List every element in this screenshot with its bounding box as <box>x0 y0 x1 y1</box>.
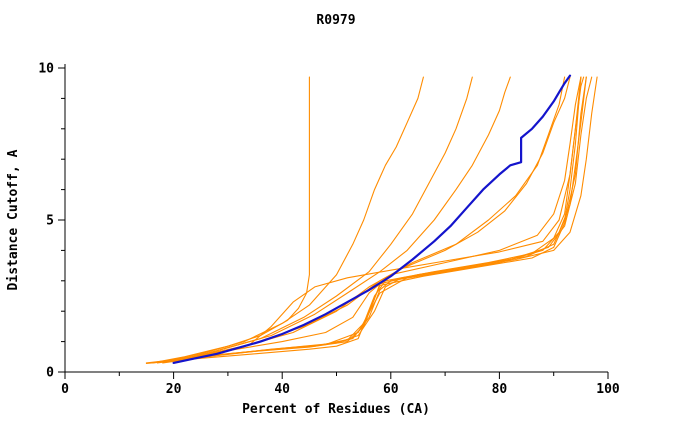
x-tick-label: 100 <box>596 382 620 397</box>
model-10-curve <box>183 76 571 359</box>
x-tick-label: 80 <box>492 382 508 397</box>
model-07-curve <box>167 76 593 362</box>
model-curves <box>145 74 598 365</box>
axis-ticks <box>58 67 609 379</box>
y-axis-label: Distance Cutoff, A <box>6 149 21 290</box>
model-02-curve <box>162 76 424 362</box>
x-tick-label: 20 <box>166 382 182 397</box>
model-12-curve <box>162 76 598 364</box>
x-tick-label: 0 <box>61 382 69 397</box>
x-tick-label: 60 <box>383 382 399 397</box>
model-08-curve <box>151 76 582 364</box>
model-14-curve <box>173 76 585 361</box>
highlighted-model-curve <box>172 74 572 364</box>
y-tick-label: 10 <box>38 62 54 77</box>
x-tick-label: 40 <box>274 382 290 397</box>
model-13-curve <box>145 76 587 365</box>
y-tick-label: 5 <box>46 214 54 229</box>
model-03-curve <box>173 76 473 362</box>
tick-labels: 0 20 40 60 80 100 0 5 10 <box>38 62 620 398</box>
chart-title: R0979 <box>316 13 355 28</box>
model-06-curve <box>156 76 587 364</box>
y-tick-label: 0 <box>46 366 54 381</box>
model-01-curve <box>151 76 310 364</box>
x-axis-label: Percent of Residues (CA) <box>242 402 430 417</box>
model-09-curve <box>173 76 582 361</box>
model-11-curve <box>194 76 566 358</box>
model-04-curve <box>183 76 511 361</box>
